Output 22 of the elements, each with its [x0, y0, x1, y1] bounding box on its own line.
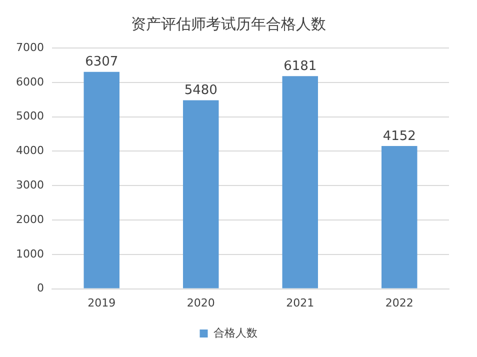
- x-tick-label: 2022: [385, 296, 414, 310]
- y-tick-label: 5000: [16, 110, 44, 123]
- y-tick-label: 2000: [16, 212, 44, 226]
- bar: [183, 100, 219, 288]
- x-tick-label: 2019: [88, 296, 116, 310]
- y-tick-label: 7000: [16, 40, 44, 54]
- data-label: 6181: [284, 59, 317, 74]
- legend-label: 合格人数: [213, 326, 258, 340]
- chart-title: 资产评估师考试历年合格人数: [131, 14, 326, 33]
- bar: [84, 72, 120, 288]
- y-tick-label: 1000: [16, 247, 44, 260]
- y-tick-label: 3000: [16, 178, 44, 192]
- data-label: 5480: [184, 83, 218, 98]
- bar: [382, 146, 418, 288]
- y-tick-label: 6000: [16, 75, 44, 88]
- y-tick-label: 4000: [16, 144, 44, 158]
- x-tick-label: 2020: [186, 296, 215, 310]
- data-label: 6307: [85, 54, 118, 70]
- x-tick-label: 2021: [286, 296, 314, 310]
- bar: [282, 76, 318, 288]
- data-label: 4152: [382, 128, 416, 144]
- y-tick-label: 0: [36, 282, 44, 295]
